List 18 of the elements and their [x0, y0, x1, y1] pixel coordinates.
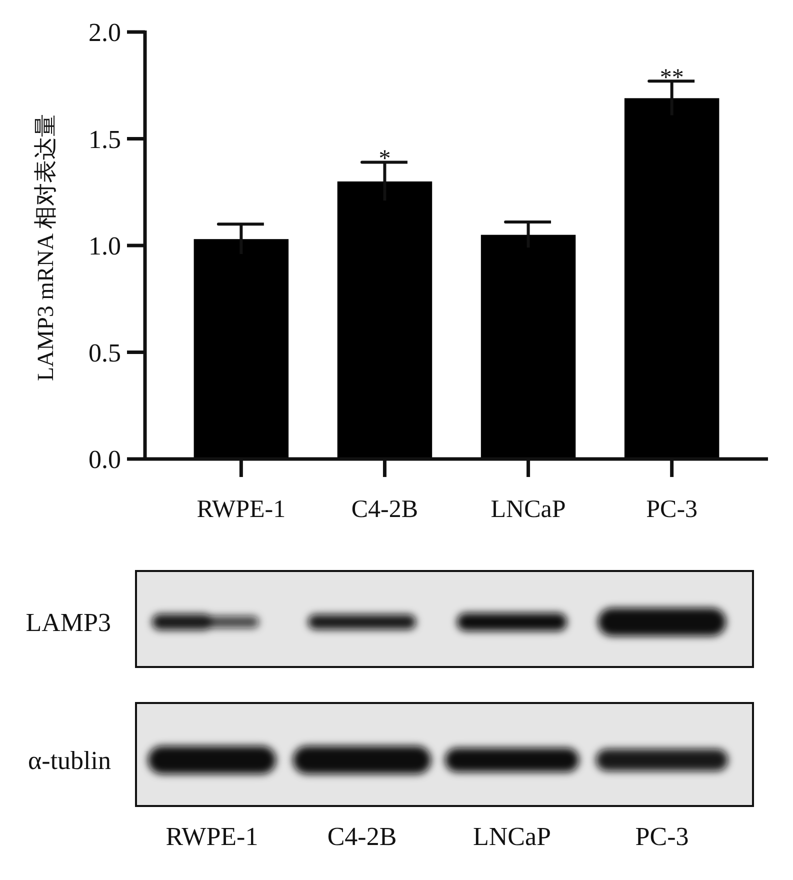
- y-tick-label: 1.0: [88, 231, 121, 260]
- x-tick-label: RWPE-1: [196, 496, 286, 522]
- y-tick-label: 0.0: [88, 444, 121, 474]
- y-tick-label: 0.5: [88, 338, 121, 367]
- text: α-tublin: [28, 746, 111, 774]
- category-label: PC-3: [635, 822, 689, 850]
- text: LAMP3: [26, 608, 111, 636]
- y-axis-title: LAMP3 mRNA 相对表达量: [32, 114, 58, 382]
- annotation: *: [378, 146, 391, 172]
- x-tick-label: C4-2B: [351, 496, 418, 522]
- category-label: RWPE-1: [166, 822, 258, 850]
- y-tick-label: 1.5: [88, 124, 121, 154]
- annotation: **: [660, 65, 684, 92]
- x-tick-label: LNCaP: [490, 496, 566, 522]
- x-tick-label: PC-3: [646, 496, 698, 522]
- category-label: C4-2B: [327, 822, 397, 850]
- category-label: LNCaP: [473, 822, 551, 850]
- y-tick-label: 2.0: [88, 18, 121, 46]
